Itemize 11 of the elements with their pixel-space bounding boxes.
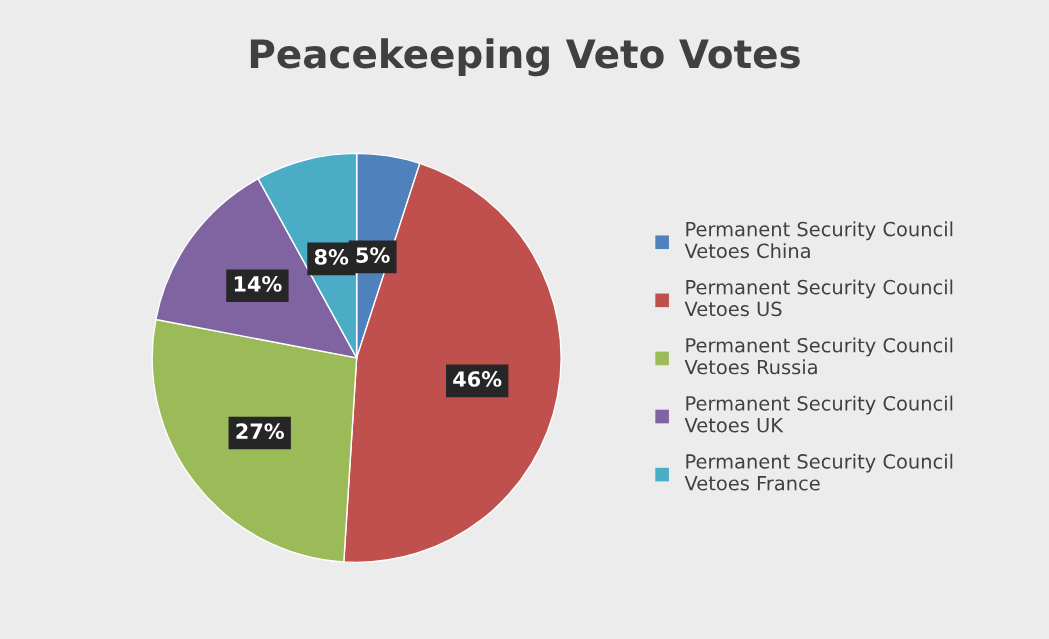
data-label: 27%: [236, 423, 284, 440]
legend-label: Permanent Security Council Vetoes US: [684, 279, 953, 317]
data-label: 46%: [453, 371, 502, 387]
data-label: 5%: [356, 247, 390, 263]
legend-label: Permanent Security Council Vetoes China: [684, 221, 953, 259]
data-label: 8%: [314, 249, 349, 265]
legend-label: Permanent Security Council Vetoes France: [684, 453, 953, 491]
chart-title: Peacekeeping Veto Votes: [250, 38, 800, 77]
legend-label: Permanent Security Council Vetoes UK: [684, 395, 953, 433]
legend-label: Permanent Security Council Vetoes Russia: [684, 337, 953, 375]
data-label: 14%: [234, 276, 282, 292]
